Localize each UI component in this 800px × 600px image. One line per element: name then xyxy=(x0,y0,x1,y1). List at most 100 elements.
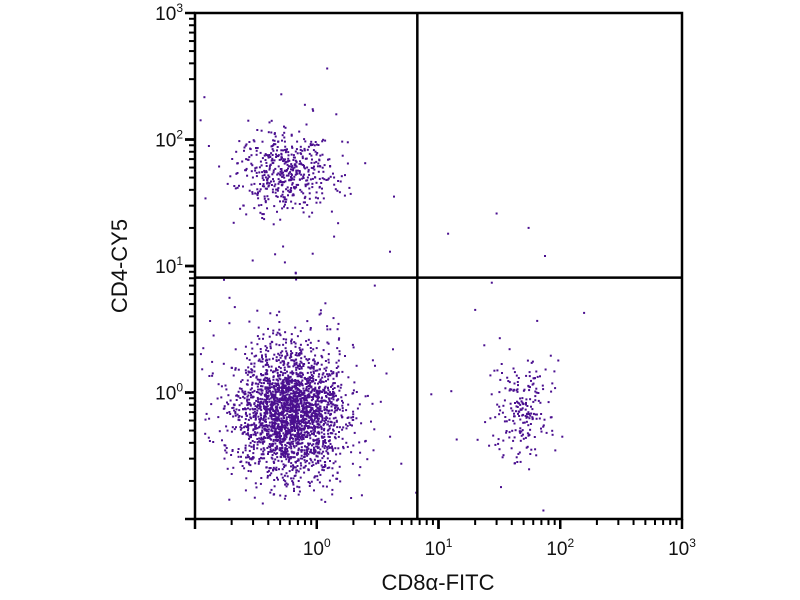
data-point xyxy=(265,420,267,423)
data-point xyxy=(268,377,271,380)
data-point xyxy=(288,446,291,449)
data-point xyxy=(346,141,349,144)
data-point xyxy=(290,379,293,382)
data-point xyxy=(291,433,294,436)
data-point xyxy=(261,385,264,388)
data-point xyxy=(278,344,281,347)
data-point xyxy=(532,412,535,415)
data-point xyxy=(204,418,207,421)
data-point xyxy=(310,409,313,411)
data-point xyxy=(303,453,306,456)
data-point xyxy=(276,331,279,334)
data-point xyxy=(247,429,249,432)
data-point xyxy=(312,438,315,441)
data-point xyxy=(296,437,299,440)
data-point xyxy=(234,367,237,370)
data-point xyxy=(266,181,269,184)
data-point xyxy=(292,159,295,161)
data-point xyxy=(259,405,262,408)
data-point xyxy=(335,420,338,423)
data-point xyxy=(335,113,338,116)
data-point xyxy=(220,396,223,399)
data-point xyxy=(306,448,308,451)
data-point xyxy=(310,364,313,367)
data-point xyxy=(542,388,545,391)
y-tick-label: 101 xyxy=(155,254,183,278)
data-point xyxy=(269,403,272,406)
data-point xyxy=(267,131,270,134)
y-tick-label: 102 xyxy=(155,128,183,152)
data-point xyxy=(303,138,306,141)
data-point xyxy=(258,426,261,429)
data-point xyxy=(287,374,290,377)
data-point xyxy=(316,152,319,154)
data-point xyxy=(305,387,308,390)
data-point xyxy=(262,213,265,216)
data-point xyxy=(529,453,532,455)
data-point xyxy=(256,405,258,408)
data-point xyxy=(263,416,266,419)
data-point xyxy=(292,465,295,468)
data-point xyxy=(259,456,262,459)
data-point xyxy=(489,374,492,377)
data-point xyxy=(282,384,285,387)
data-point xyxy=(265,161,268,164)
data-point xyxy=(291,386,293,389)
data-point xyxy=(274,399,277,402)
data-point xyxy=(289,423,292,426)
data-point xyxy=(306,396,309,399)
data-point xyxy=(229,175,232,178)
data-point xyxy=(261,171,264,174)
data-point xyxy=(326,178,329,181)
data-point xyxy=(286,370,288,373)
data-point xyxy=(237,390,240,393)
data-point xyxy=(268,121,271,124)
data-point xyxy=(251,407,254,410)
data-point xyxy=(262,333,265,336)
data-point xyxy=(338,426,341,429)
data-point xyxy=(301,207,304,209)
data-point xyxy=(370,420,372,423)
data-point xyxy=(300,415,303,418)
data-point xyxy=(293,362,296,365)
data-point xyxy=(324,417,326,420)
data-point xyxy=(295,420,298,423)
data-point xyxy=(525,413,528,416)
data-point xyxy=(236,172,239,174)
data-point xyxy=(294,326,297,329)
data-point xyxy=(323,423,325,425)
data-point xyxy=(299,360,302,363)
data-point xyxy=(321,140,324,143)
data-point xyxy=(292,193,295,196)
data-point xyxy=(264,200,267,202)
data-point xyxy=(280,398,283,401)
data-point xyxy=(295,368,298,371)
data-point xyxy=(291,370,294,373)
data-point xyxy=(257,415,260,418)
data-point xyxy=(234,348,237,351)
data-point xyxy=(234,368,237,371)
data-point xyxy=(351,392,354,395)
data-point xyxy=(235,399,238,401)
data-point xyxy=(528,433,531,436)
data-point xyxy=(260,409,263,411)
data-point xyxy=(336,407,339,410)
data-point xyxy=(325,396,328,399)
data-point xyxy=(282,450,285,453)
data-point xyxy=(297,412,300,415)
data-point xyxy=(275,466,278,469)
data-point xyxy=(270,428,273,431)
data-point xyxy=(328,158,331,161)
data-point xyxy=(289,443,291,446)
data-point xyxy=(542,424,545,427)
data-point xyxy=(324,465,327,467)
data-point xyxy=(284,203,286,206)
data-point xyxy=(253,422,256,425)
data-point xyxy=(295,371,298,374)
data-point xyxy=(290,450,293,453)
data-point xyxy=(240,460,243,463)
data-point xyxy=(311,412,314,415)
data-point xyxy=(534,390,537,393)
data-point xyxy=(253,390,256,393)
x-tick-labels: 100 101 102 103 xyxy=(303,536,696,560)
